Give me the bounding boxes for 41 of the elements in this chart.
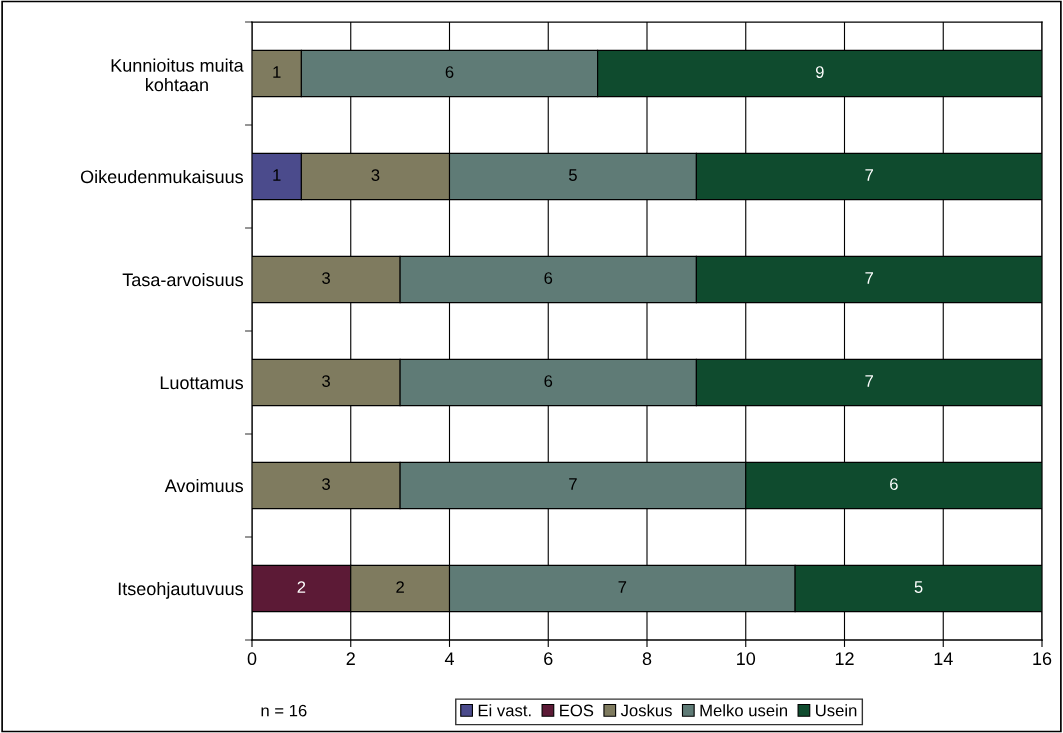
y-tick-label: Tasa-arvoisuus (122, 272, 244, 287)
legend-label: Joskus (620, 704, 672, 717)
data-label: 9 (815, 66, 824, 78)
text: n = 16 (261, 704, 307, 717)
data-label: 3 (371, 169, 380, 181)
data-label: 6 (544, 375, 553, 387)
data-label: 1 (273, 169, 281, 181)
data-label: 3 (322, 272, 330, 284)
data-label: 7 (569, 478, 577, 490)
legend-label: Usein (816, 704, 857, 717)
data-label: 6 (445, 66, 454, 78)
data-label: 6 (890, 478, 898, 490)
data-label: 1 (273, 66, 281, 78)
legend-label: Ei vast. (478, 704, 531, 717)
x-tick-label: 14 (934, 652, 953, 665)
y-tick-label: Oikeudenmukaisuus (80, 169, 244, 184)
y-tick-label: Avoimuus (164, 478, 244, 493)
data-label: 3 (322, 375, 330, 387)
legend-label: EOS (560, 704, 594, 717)
data-label: 2 (396, 581, 404, 593)
data-label: 7 (865, 169, 873, 181)
data-label: 7 (618, 581, 627, 593)
x-tick-label: 16 (1033, 652, 1052, 666)
x-tick-label: 4 (444, 652, 454, 665)
data-label: 5 (914, 581, 923, 593)
x-tick-label: 12 (835, 652, 854, 665)
x-tick-label: 0 (247, 652, 257, 666)
data-label: 5 (568, 169, 577, 181)
x-tick-label: 6 (544, 652, 553, 666)
data-label: 7 (865, 272, 873, 284)
y-tick-label: Itseohjautuvuus (118, 581, 244, 599)
data-label: 2 (297, 581, 306, 593)
data-label: 7 (865, 375, 873, 387)
data-label: 6 (544, 272, 553, 284)
x-tick-label: 2 (346, 652, 355, 665)
y-tick-label: Kunnioitus muita kohtaan (111, 58, 244, 92)
y-tick-label: Luottamus (160, 376, 244, 390)
x-tick-label: 8 (642, 652, 652, 666)
legend-label: Melko usein (700, 704, 787, 717)
x-tick-label: 10 (737, 652, 756, 666)
data-label: 3 (322, 478, 330, 490)
